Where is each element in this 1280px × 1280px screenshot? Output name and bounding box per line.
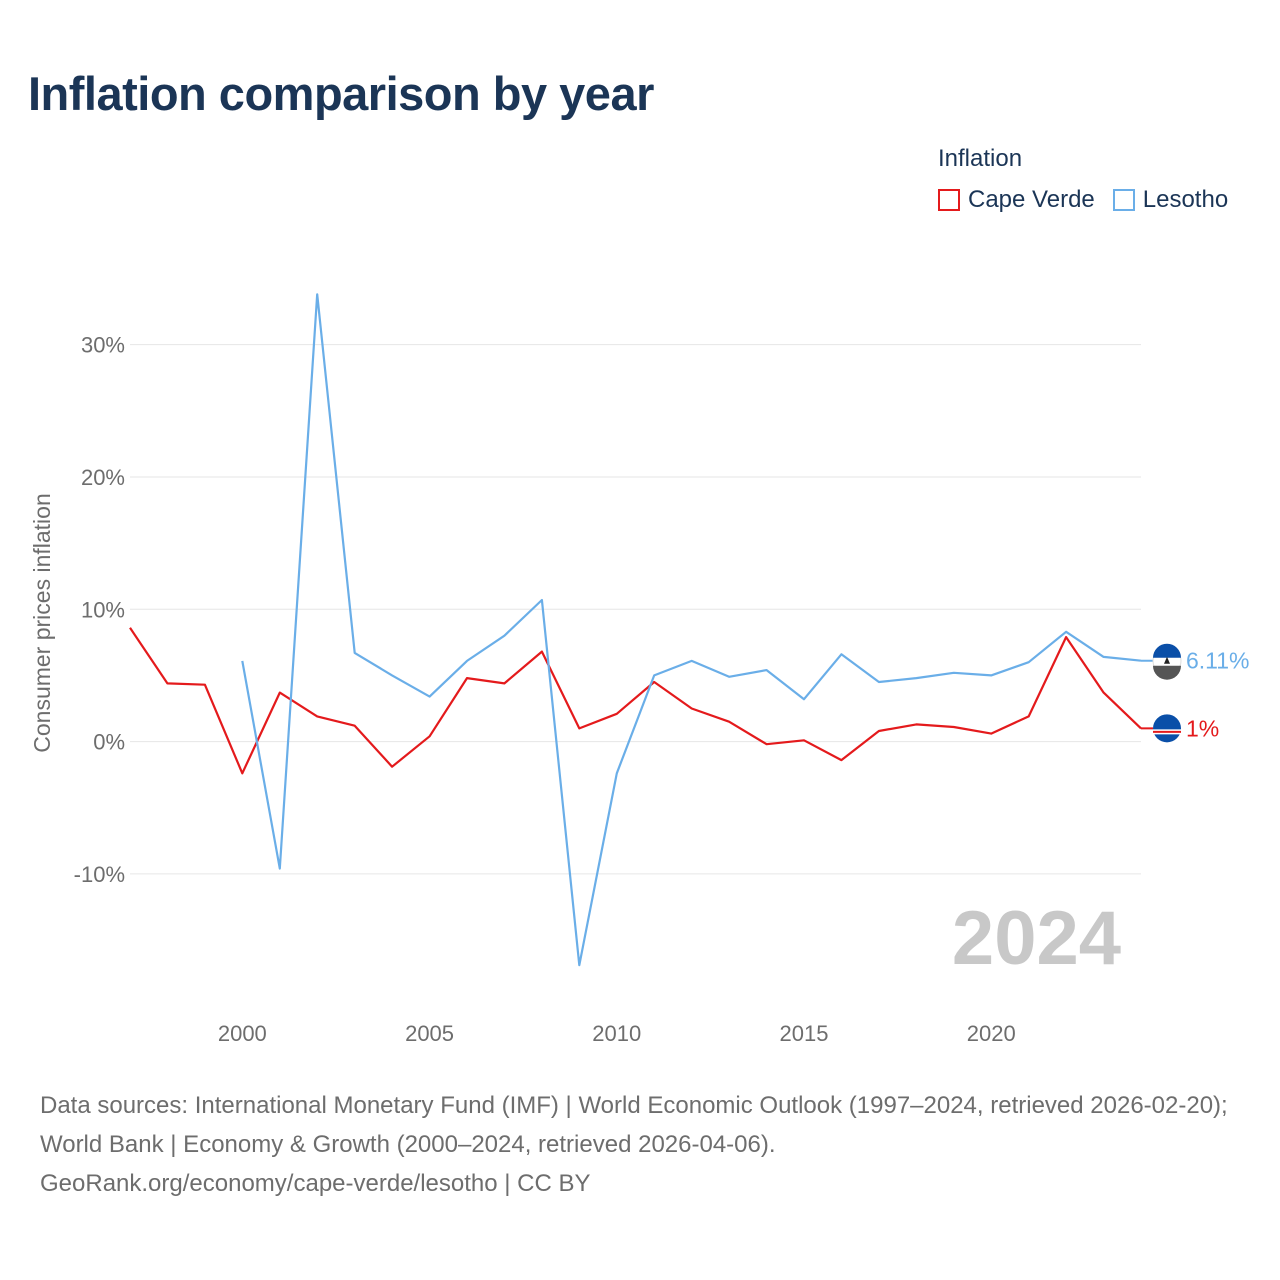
x-tick-label: 2000 [218, 1021, 267, 1046]
flag-stripe [1153, 730, 1181, 733]
x-tick-label: 2005 [405, 1021, 454, 1046]
footer: Data sources: International Monetary Fun… [40, 1086, 1250, 1203]
flag-emblem [1164, 656, 1170, 664]
legend-title: Inflation [938, 145, 1023, 172]
line-chart: -10% 0% 10% 20% 30% 2000 2005 2010 2015 2020 Con… [29, 293, 1250, 1046]
credit-line: GeoRank.org/economy/cape-verde/lesotho |… [40, 1170, 591, 1197]
y-axis-ticks: -10% 0% 10% 20% 30% [74, 333, 125, 887]
end-marker-lesotho: 6.11% [1141, 643, 1250, 680]
legend-swatch-lesotho [1112, 189, 1135, 211]
series-lines [129, 293, 1142, 967]
series-line-lesotho [241, 293, 1142, 967]
x-tick-label: 2010 [592, 1021, 641, 1046]
series-end-markers: 1% 6.11% [1141, 643, 1250, 743]
legend-label-cape-verde: Cape Verde [968, 186, 1095, 213]
end-marker-cape-verde: 1% [1141, 714, 1219, 743]
legend: Cape Verde Lesotho [938, 186, 1246, 214]
end-value-label-lesotho: 6.11% [1186, 648, 1250, 674]
flag-band [1153, 665, 1181, 680]
x-tick-label: 2020 [967, 1021, 1016, 1046]
series-line-cape-verde [129, 627, 1142, 775]
chart-title: Inflation comparison by year [28, 67, 654, 120]
gridlines [130, 344, 1141, 875]
x-axis-ticks: 2000 2005 2010 2015 2020 [218, 1021, 1016, 1046]
legend-item-cape-verde[interactable]: Cape Verde [938, 186, 1095, 214]
data-sources: Data sources: International Monetary Fun… [40, 1092, 1228, 1158]
y-tick-label: 0% [93, 730, 125, 755]
cape-verde-flag-icon [1153, 714, 1181, 743]
end-value-label-cape-verde: 1% [1186, 715, 1219, 741]
y-tick-label: 30% [81, 333, 125, 358]
y-tick-label: -10% [74, 862, 125, 887]
legend-swatch-cape-verde [938, 189, 960, 211]
year-watermark: 2024 [952, 896, 1121, 981]
flag-band [1153, 643, 1181, 658]
legend-label-lesotho: Lesotho [1142, 186, 1229, 213]
y-tick-label: 10% [81, 597, 125, 622]
y-tick-label: 20% [81, 465, 125, 490]
y-axis-label: Consumer prices inflation [29, 493, 55, 753]
x-tick-label: 2015 [780, 1021, 829, 1046]
legend-item-lesotho[interactable]: Lesotho [1112, 186, 1229, 214]
